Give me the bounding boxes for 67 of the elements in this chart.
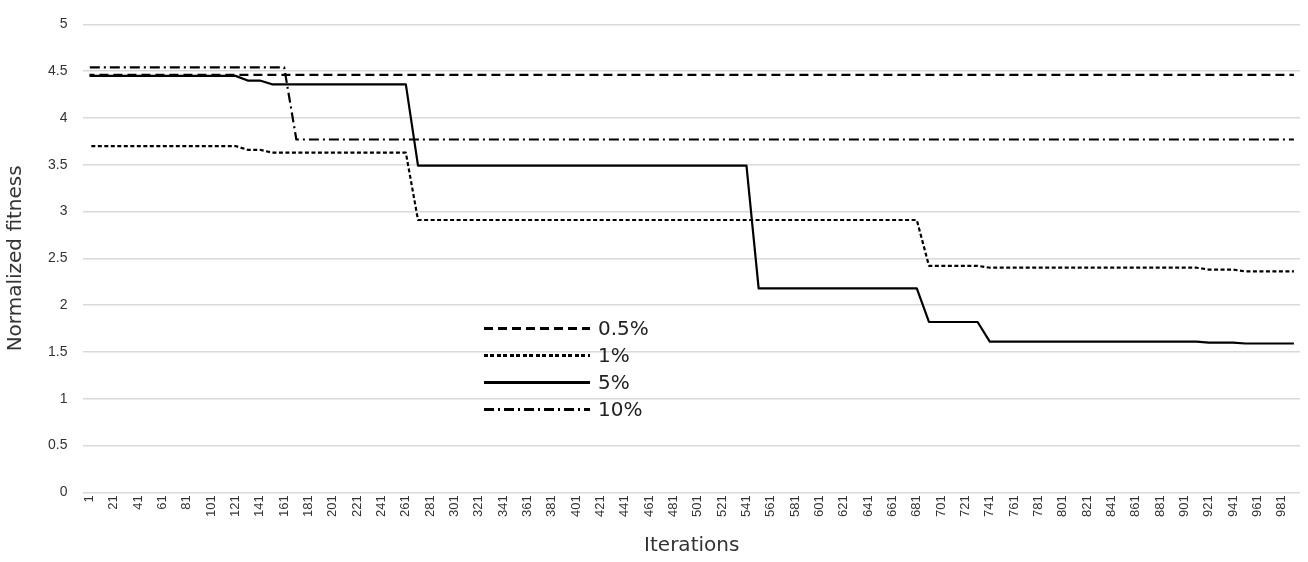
x-tick-label: 221 xyxy=(348,495,364,518)
x-tick-label: 301 xyxy=(446,495,462,518)
x-tick-label: 941 xyxy=(1224,495,1240,518)
legend-label: 1% xyxy=(597,343,630,368)
x-tick-label: 401 xyxy=(567,495,583,518)
x-tick-label: 921 xyxy=(1200,495,1216,518)
x-tick-label: 441 xyxy=(616,495,632,518)
y-tick-label: 5 xyxy=(59,15,68,32)
x-tick-label: 281 xyxy=(421,495,437,518)
x-tick-label: 641 xyxy=(859,495,875,518)
x-tick-label: 541 xyxy=(738,495,754,518)
x-tick-label: 881 xyxy=(1151,495,1167,518)
x-tick-label: 681 xyxy=(908,495,924,518)
x-tick-label: 961 xyxy=(1249,495,1264,518)
x-tick-label: 341 xyxy=(494,495,510,518)
legend-label: 10% xyxy=(597,397,643,422)
y-tick-label: 3.5 xyxy=(47,155,68,172)
x-tick-label: 381 xyxy=(543,495,559,518)
x-tick-label: 661 xyxy=(884,495,900,518)
x-tick-label: 701 xyxy=(932,495,948,518)
y-axis-title: Normalized fitness xyxy=(2,165,27,352)
x-tick-label: 901 xyxy=(1176,495,1192,518)
x-tick-label: 101 xyxy=(202,495,218,518)
y-tick-label: 4.5 xyxy=(47,62,68,79)
x-tick-label: 781 xyxy=(1030,495,1046,518)
x-tick-label: 761 xyxy=(1005,495,1021,518)
y-tick-label: 1 xyxy=(59,389,68,406)
x-tick-label: 81 xyxy=(178,495,194,510)
x-tick-label: 421 xyxy=(592,495,608,518)
legend-label: 0.5% xyxy=(597,316,649,341)
x-tick-label: 581 xyxy=(786,495,802,518)
y-tick-label: 4 xyxy=(59,108,68,125)
x-tick-label: 241 xyxy=(373,495,389,518)
x-tick-label: 561 xyxy=(762,495,778,518)
x-tick-label: 481 xyxy=(665,495,681,518)
x-tick-label: 361 xyxy=(519,495,535,518)
y-tick-label: 1.5 xyxy=(47,342,68,359)
x-tick-label: 61 xyxy=(154,495,170,510)
x-tick-label: 861 xyxy=(1127,495,1143,518)
legend-label: 5% xyxy=(597,370,630,395)
x-axis-title: Iterations xyxy=(644,532,740,557)
y-tick-label: 3 xyxy=(59,202,68,219)
x-tick-label: 521 xyxy=(713,495,729,518)
x-tick-label: 821 xyxy=(1078,495,1094,518)
x-tick-label: 141 xyxy=(251,495,267,518)
x-tick-label: 261 xyxy=(397,495,413,518)
x-tick-label: 181 xyxy=(300,495,316,518)
x-tick-label: 981 xyxy=(1273,495,1289,518)
x-tick-label: 41 xyxy=(129,495,145,510)
x-tick-label: 161 xyxy=(275,495,291,518)
y-tick-label: 0 xyxy=(59,483,68,500)
x-tick-label: 21 xyxy=(105,495,121,510)
x-tick-label: 721 xyxy=(957,495,973,518)
x-tick-label: 501 xyxy=(689,495,705,518)
y-tick-label: 2 xyxy=(59,296,68,313)
x-tick-label: 801 xyxy=(1054,495,1070,518)
x-tick-label: 1 xyxy=(81,495,97,503)
x-tick-label: 121 xyxy=(227,495,243,518)
x-tick-label: 461 xyxy=(640,495,656,518)
x-tick-label: 201 xyxy=(324,495,340,518)
x-tick-label: 601 xyxy=(811,495,827,518)
x-tick-label: 841 xyxy=(1103,495,1119,518)
y-tick-label: 0.5 xyxy=(47,436,68,453)
x-tick-label: 741 xyxy=(981,495,997,518)
y-tick-label: 2.5 xyxy=(47,249,68,266)
x-tick-label: 621 xyxy=(835,495,851,518)
x-tick-label: 321 xyxy=(470,495,486,518)
